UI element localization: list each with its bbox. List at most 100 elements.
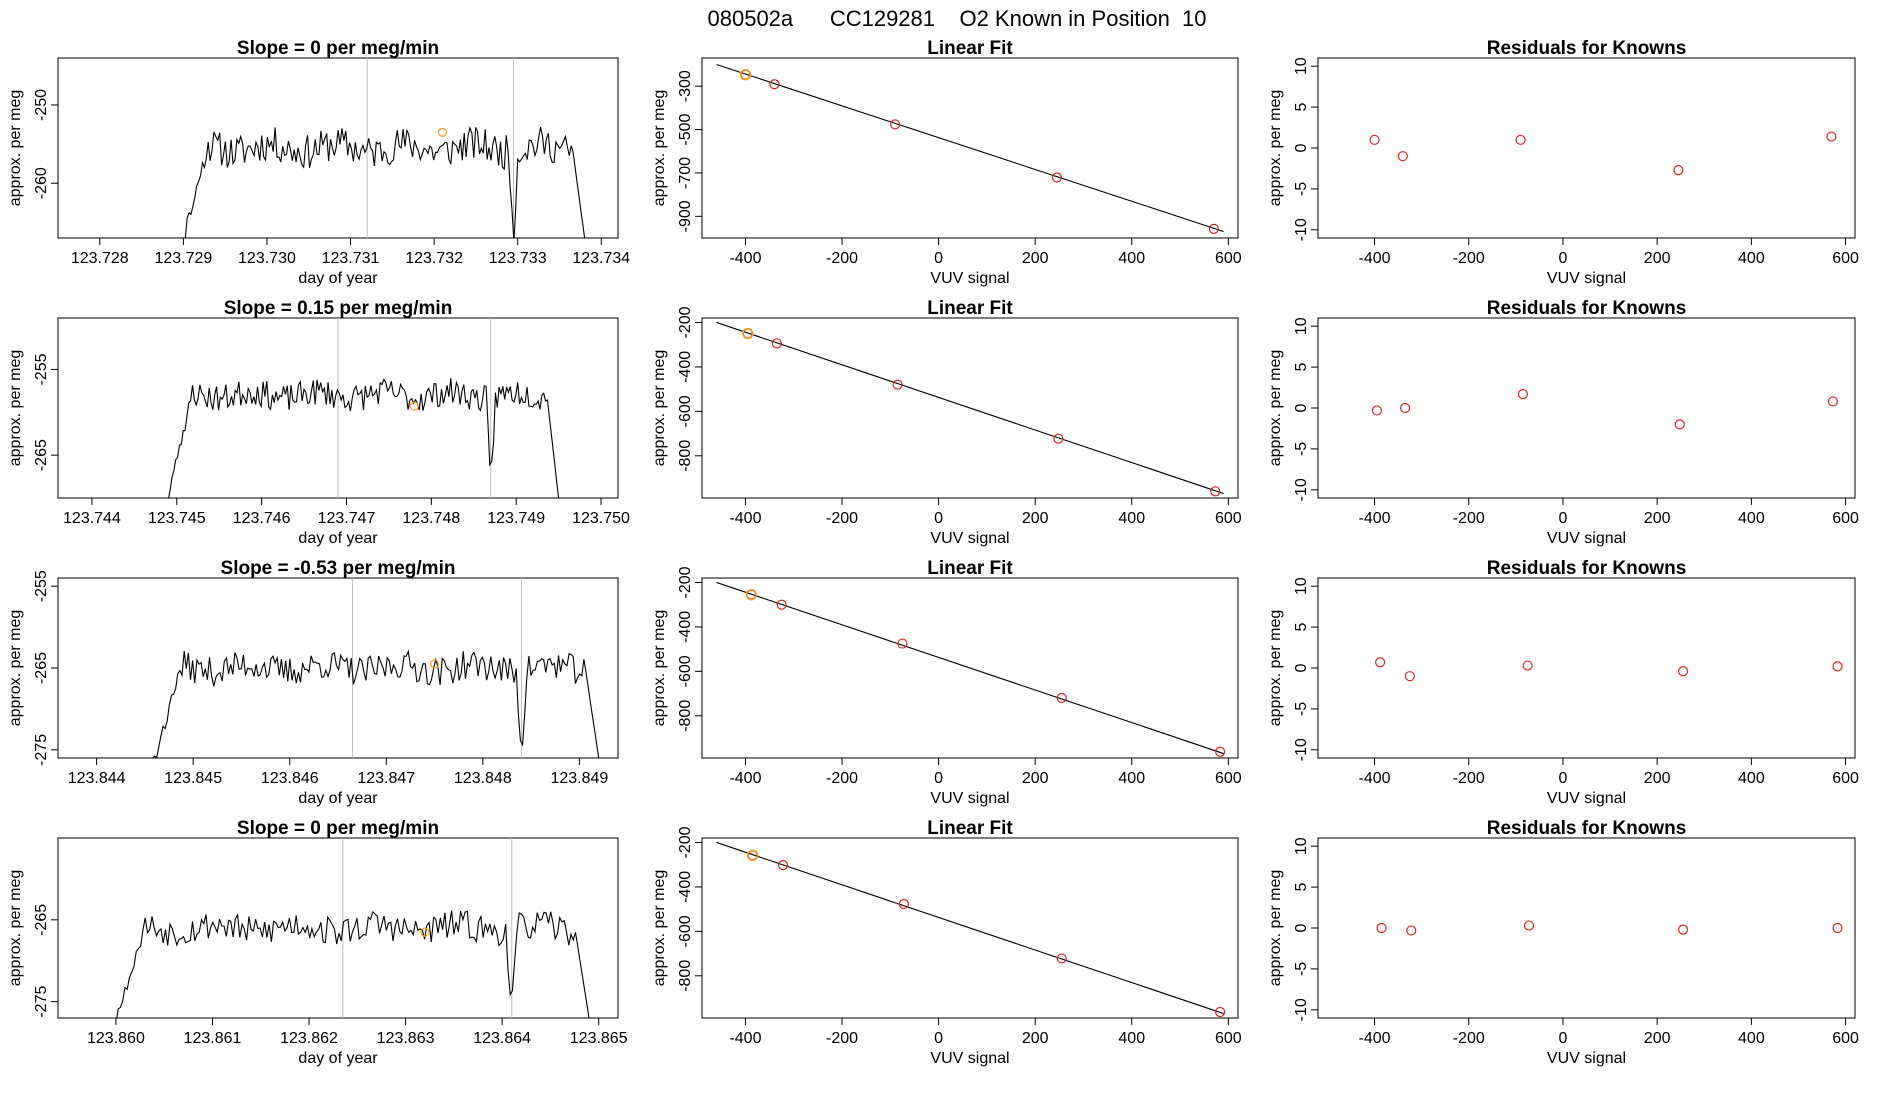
x-tick-label: 123.745 — [148, 510, 206, 527]
y-tick-label: -200 — [677, 566, 694, 598]
data-point — [1515, 134, 1526, 145]
y-tick-label: -5 — [1293, 182, 1310, 196]
data-point — [1827, 396, 1838, 407]
plot-area — [716, 63, 1224, 234]
x-tick-label: 400 — [1118, 770, 1145, 787]
data-point — [1522, 660, 1533, 671]
x-axis-label: VUV signal — [930, 790, 1009, 807]
x-tick-label: 0 — [934, 250, 943, 267]
x-tick-label: -400 — [729, 510, 761, 527]
x-axis: 123.728 123.729 123.730 123.731 123.732 123.7… — [71, 238, 630, 267]
series-trace — [166, 378, 560, 498]
data-point — [1056, 692, 1067, 704]
x-tick-label: 600 — [1832, 770, 1859, 787]
fit-line — [716, 841, 1224, 1015]
plot-frame — [701, 837, 1239, 1019]
y-tick-label: -10 — [1293, 738, 1310, 761]
x-tick-label: -200 — [826, 510, 858, 527]
x-axis-label: VUV signal — [1547, 790, 1626, 807]
x-axis-label: day of year — [298, 1050, 378, 1067]
highlight-point — [747, 849, 759, 862]
x-tick-label: 600 — [1215, 1030, 1242, 1047]
y-tick-label: -255 — [33, 570, 50, 602]
y-tick-label: -400 — [677, 351, 694, 383]
panel-title: Linear Fit — [927, 298, 1013, 319]
y-tick-label: -275 — [33, 986, 50, 1018]
data-point — [892, 379, 903, 390]
x-tick-label: 400 — [1118, 1030, 1145, 1047]
highlight-point — [409, 401, 419, 411]
panel-title: Linear Fit — [927, 558, 1013, 579]
y-tick-label: -600 — [677, 655, 694, 687]
x-axis-label: VUV signal — [1547, 530, 1626, 547]
highlight-point — [420, 927, 430, 937]
y-tick-label: 5 — [1293, 103, 1310, 112]
data-point — [1371, 405, 1382, 416]
x-axis: -400 -200 0 200 400 600 — [729, 238, 1242, 267]
y-axis-label: approx. per meg — [7, 90, 24, 207]
y-tick-label: -255 — [33, 353, 50, 385]
y-axis: -800 -600 -400 -200 — [677, 826, 702, 992]
x-axis: 123.860 123.861 123.862 123.863 123.864 123.8… — [87, 1018, 628, 1047]
panel-6: Residuals for Knowns -400 -200 0 200 400 600 VU… — [1267, 298, 1859, 547]
y-axis-label: approx. per meg — [1267, 350, 1284, 467]
y-tick-label: 10 — [1293, 837, 1310, 855]
x-axis-label: VUV signal — [930, 270, 1009, 287]
y-tick-label: -300 — [677, 70, 694, 102]
plot-frame — [701, 317, 1239, 499]
x-axis-label: day of year — [298, 270, 378, 287]
plot-frame — [57, 837, 619, 1019]
x-tick-label: 123.860 — [87, 1030, 145, 1047]
x-tick-label: 0 — [1558, 1030, 1567, 1047]
highlight-point — [437, 127, 448, 137]
x-tick-label: -200 — [1453, 770, 1485, 787]
panel-title: Linear Fit — [927, 818, 1013, 839]
y-tick-label: -500 — [677, 113, 694, 145]
data-point — [1056, 953, 1067, 964]
x-tick-label: 123.728 — [71, 250, 129, 267]
data-point — [890, 119, 901, 130]
x-tick-label: 600 — [1832, 1030, 1859, 1047]
panel-title: Residuals for Knowns — [1487, 818, 1687, 839]
plot-frame — [1317, 577, 1856, 759]
plot-area — [1371, 388, 1838, 430]
data-point — [1400, 402, 1411, 414]
series-trace — [152, 649, 600, 758]
x-tick-label: 123.864 — [473, 1030, 531, 1047]
data-point — [1404, 671, 1415, 682]
y-tick-label: -400 — [677, 871, 694, 903]
plot-area — [166, 318, 560, 498]
x-axis-label: VUV signal — [1547, 1050, 1626, 1067]
x-tick-label: 600 — [1832, 510, 1859, 527]
y-axis: -800 -600 -400 -200 — [677, 306, 702, 472]
x-tick-label: -400 — [1359, 250, 1391, 267]
y-tick-label: 0 — [1293, 663, 1310, 672]
x-tick-label: 200 — [1022, 1030, 1049, 1047]
x-tick-label: 0 — [1558, 770, 1567, 787]
data-point — [1215, 746, 1226, 757]
x-tick-label: 200 — [1644, 770, 1671, 787]
y-tick-label: 0 — [1293, 403, 1310, 412]
data-point — [778, 860, 789, 871]
x-tick-label: 200 — [1644, 510, 1671, 527]
highlight-point — [429, 659, 440, 669]
x-tick-label: 123.848 — [454, 770, 512, 787]
y-tick-label: 5 — [1293, 883, 1310, 892]
highlight-point — [739, 68, 752, 81]
plot-area — [152, 578, 600, 758]
y-tick-label: -200 — [677, 826, 694, 858]
x-axis: 123.744 123.745 123.746 123.747 123.748 123.7… — [63, 498, 630, 527]
x-tick-label: 200 — [1644, 250, 1671, 267]
x-tick-label: 123.865 — [570, 1030, 628, 1047]
y-axis-label: approx. per meg — [651, 610, 668, 727]
panel-title: Slope = 0 per meg/min — [237, 38, 439, 59]
y-tick-label: 10 — [1293, 317, 1310, 335]
panel-1: Slope = 0 per meg/min 123.728 123.729 123.7… — [7, 38, 630, 287]
y-tick-label: -10 — [1293, 998, 1310, 1021]
y-axis-label: approx. per meg — [651, 350, 668, 467]
x-tick-label: 123.730 — [238, 250, 296, 267]
y-tick-label: -265 — [33, 439, 50, 471]
y-tick-label: -600 — [677, 915, 694, 947]
y-tick-label: -5 — [1293, 442, 1310, 456]
